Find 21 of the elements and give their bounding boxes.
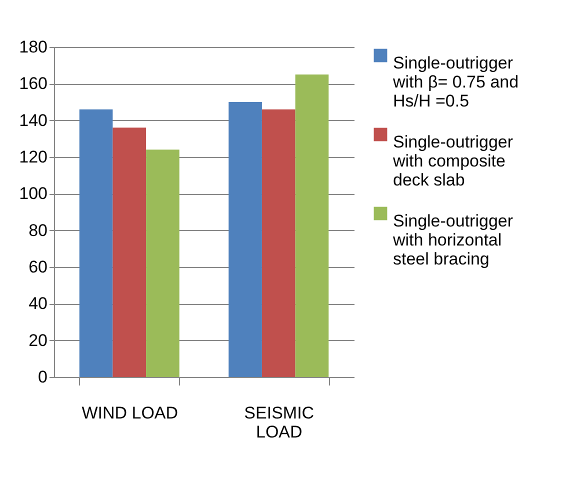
y-tick-label: 40 [28, 294, 48, 314]
y-tick-label: 60 [28, 258, 48, 276]
bar [79, 109, 113, 377]
bar [228, 102, 262, 377]
legend-label: Single-outrigger with horizontal steel bracing [392, 212, 514, 268]
bar [262, 109, 296, 377]
bar [295, 74, 329, 377]
y-tick-label: 180 [19, 38, 48, 56]
bar [112, 128, 146, 377]
y-tick-label: 0 [38, 368, 48, 386]
x-tick-label: SEISMIC LOAD [244, 404, 314, 442]
legend-label: Single-outrigger with composite deck slab [392, 132, 514, 190]
y-tick-label: 160 [19, 74, 48, 94]
bar [146, 150, 180, 377]
y-tick-label: 80 [28, 220, 48, 240]
y-tick-label: 140 [19, 110, 48, 130]
y-tick-label: 20 [28, 330, 48, 350]
legend-label: Single-outrigger with β= 0.75 and Hs/H =0.5 [392, 54, 519, 110]
y-tick-label: 120 [19, 148, 48, 166]
x-tick-label: WIND LOAD [82, 404, 178, 422]
y-tick-label: 100 [19, 184, 48, 204]
